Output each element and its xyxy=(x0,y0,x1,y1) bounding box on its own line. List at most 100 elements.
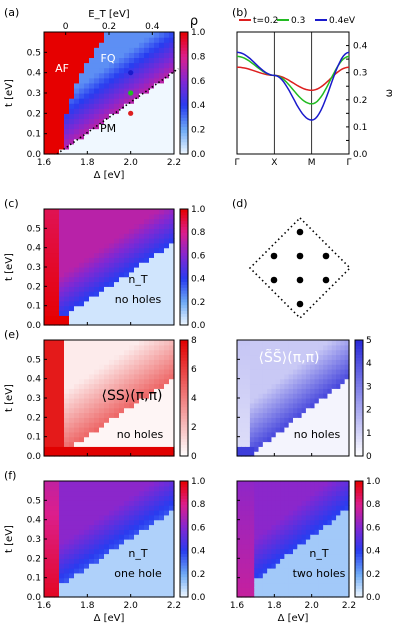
heat-cell xyxy=(124,553,130,559)
heat-cell xyxy=(344,510,350,516)
heat-cell xyxy=(258,505,264,511)
heat-cell xyxy=(314,388,320,394)
heat-cell xyxy=(64,123,70,130)
heat-cell xyxy=(89,378,95,385)
heat-cell xyxy=(237,359,242,365)
colorbar-tick-label: 3 xyxy=(366,382,372,392)
heat-cell xyxy=(69,582,75,588)
heat-cell xyxy=(59,543,65,550)
colorbar-step xyxy=(180,62,188,67)
heat-cell xyxy=(104,93,110,99)
heat-cell xyxy=(154,524,160,530)
heat-cell xyxy=(64,262,70,268)
heat-cell xyxy=(134,133,140,140)
heat-cell xyxy=(154,441,160,447)
heat-cell xyxy=(327,436,333,443)
heat-cell xyxy=(139,587,145,593)
heat-cell xyxy=(119,291,125,297)
heat-cell xyxy=(323,592,329,598)
heat-cell xyxy=(94,446,100,452)
heat-cell xyxy=(74,223,80,229)
heat-cell xyxy=(305,582,311,588)
heat-cell xyxy=(134,276,140,283)
heat-cell xyxy=(258,481,264,487)
heat-cell xyxy=(149,431,155,438)
heat-cell xyxy=(74,209,80,215)
heat-cell xyxy=(109,407,115,414)
y-tick-label: 0.5 xyxy=(27,224,41,234)
heat-cell xyxy=(159,412,165,418)
heat-cell xyxy=(154,113,160,120)
heat-cell xyxy=(280,412,285,418)
heat-cell xyxy=(284,388,290,394)
colorbar-step xyxy=(355,371,363,376)
heat-cell xyxy=(164,300,170,307)
heat-cell xyxy=(124,47,130,53)
heat-cell xyxy=(89,213,95,220)
heat-cell xyxy=(74,320,80,326)
colorbar-step xyxy=(355,594,363,598)
heat-cell xyxy=(245,451,251,457)
heat-cell xyxy=(84,446,90,452)
colorbar-tick-label: 1.0 xyxy=(366,477,381,487)
heat-cell xyxy=(154,354,160,360)
heat-cell xyxy=(149,500,155,506)
heat-cell xyxy=(114,398,120,404)
heat-cell xyxy=(54,500,60,506)
heat-cell xyxy=(124,505,130,511)
heat-cell xyxy=(89,582,95,588)
heat-cell xyxy=(249,495,255,501)
heat-cell xyxy=(79,296,85,302)
heat-cell xyxy=(74,427,80,433)
heat-cell xyxy=(271,572,277,579)
heat-cell xyxy=(164,52,170,59)
site-dot xyxy=(270,252,278,260)
heat-cell xyxy=(109,369,115,375)
heat-cell xyxy=(109,138,115,145)
heat-cell xyxy=(154,143,160,150)
heat-cell xyxy=(318,407,324,414)
heat-cell xyxy=(94,553,100,559)
heat-cell xyxy=(79,514,85,521)
heat-cell xyxy=(149,108,155,114)
heat-cell xyxy=(271,577,277,584)
heat-cell xyxy=(94,563,100,569)
heat-cell xyxy=(288,582,294,588)
heat-cell xyxy=(54,138,60,145)
heat-cell xyxy=(94,568,100,574)
heat-cell xyxy=(69,103,75,109)
heat-cell xyxy=(340,407,346,414)
heat-cell xyxy=(245,514,251,521)
heatmap-e2 xyxy=(237,340,350,457)
heat-cell xyxy=(59,113,65,120)
heat-cell xyxy=(164,446,170,452)
heat-cell xyxy=(318,398,324,404)
heat-cell xyxy=(149,529,155,535)
heat-cell xyxy=(280,427,285,433)
heat-cell xyxy=(84,505,90,511)
map-label: two holes xyxy=(293,567,346,580)
heat-cell xyxy=(54,286,60,292)
heat-cell xyxy=(54,128,60,135)
heat-cell xyxy=(249,558,255,564)
colorbar-step xyxy=(180,521,188,525)
heat-cell xyxy=(149,52,155,59)
heat-cell xyxy=(134,500,140,506)
heat-cell xyxy=(59,340,65,346)
heat-cell xyxy=(159,495,165,501)
heat-cell xyxy=(280,543,285,550)
heat-cell xyxy=(84,276,90,283)
heat-cell xyxy=(54,257,60,263)
colorbar-tick-label: 0.2 xyxy=(191,570,205,580)
heat-cell xyxy=(99,378,105,385)
heat-cell xyxy=(144,505,150,511)
heat-cell xyxy=(284,539,290,545)
heat-cell xyxy=(129,262,135,268)
colorbar-step xyxy=(180,281,188,285)
heat-cell xyxy=(297,378,303,385)
heat-cell xyxy=(144,233,150,239)
heat-cell xyxy=(84,62,90,69)
heat-cell xyxy=(288,364,294,370)
heat-cell xyxy=(144,87,150,94)
heat-cell xyxy=(49,133,55,140)
